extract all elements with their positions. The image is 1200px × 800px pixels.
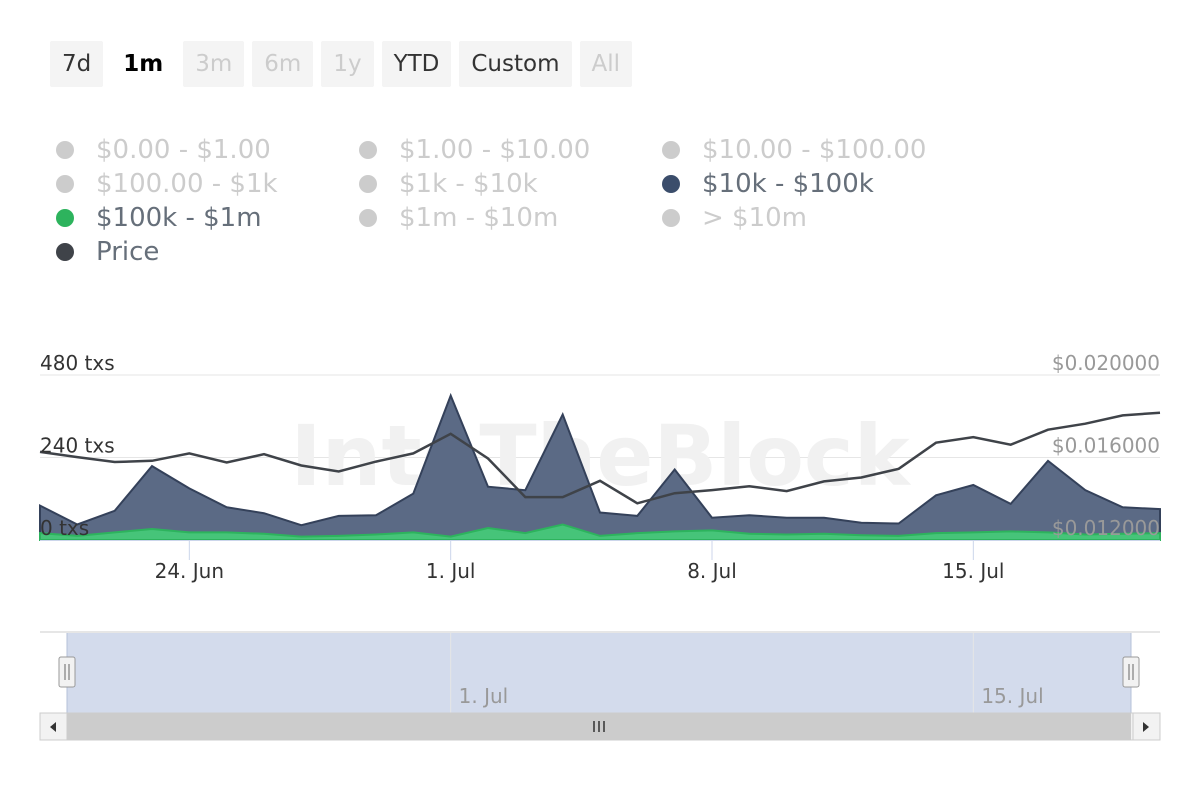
- legend-label: > $10m: [702, 203, 808, 233]
- navigator[interactable]: 1. Jul 15. Jul: [0, 620, 1200, 750]
- legend-label: $10.00 - $100.00: [702, 135, 927, 165]
- arrow-right-icon: [1143, 722, 1149, 732]
- legend-dot-icon: [662, 209, 680, 227]
- range-button-6m[interactable]: 6m: [252, 41, 314, 87]
- legend-dot-icon: [56, 243, 74, 261]
- range-button-1m[interactable]: 1m: [111, 41, 176, 87]
- legend-label: $0.00 - $1.00: [96, 135, 271, 165]
- legend-item[interactable]: Price: [52, 235, 159, 269]
- series-area-100k-1m[interactable]: [39, 523, 1161, 541]
- legend-item[interactable]: $10k - $100k: [658, 167, 874, 201]
- x-tick-label: 1. Jul: [426, 559, 476, 583]
- x-tick-label: 15. Jul: [942, 559, 1004, 583]
- legend-label: Price: [96, 237, 160, 267]
- y-right-tick-label: $0.012000: [1052, 516, 1160, 540]
- range-button-1y[interactable]: 1y: [321, 41, 374, 87]
- legend-dot-icon: [359, 141, 377, 159]
- legend-item[interactable]: $100.00 - $1k: [52, 167, 278, 201]
- legend-dot-icon: [56, 209, 74, 227]
- range-button-custom[interactable]: Custom: [459, 41, 572, 87]
- legend-item[interactable]: $10.00 - $100.00: [658, 133, 926, 167]
- legend-dot-icon: [662, 141, 680, 159]
- legend-item[interactable]: $1k - $10k: [355, 167, 538, 201]
- navigator-selected-range[interactable]: [67, 633, 1131, 713]
- legend-dot-icon: [359, 209, 377, 227]
- series-layer: [39, 392, 1161, 541]
- legend-label: $10k - $100k: [702, 169, 874, 199]
- legend-item[interactable]: $1.00 - $10.00: [355, 133, 590, 167]
- x-tick-label: 24. Jun: [155, 559, 224, 583]
- navigator-ticks: 1. Jul 15. Jul: [450, 633, 1044, 713]
- series-line-price[interactable]: [39, 411, 1161, 505]
- legend-label: $1k - $10k: [399, 169, 538, 199]
- range-button-3m[interactable]: 3m: [183, 41, 245, 87]
- legend-item[interactable]: $100k - $1m: [52, 201, 262, 235]
- y-right-tick-label: $0.020000: [1052, 351, 1160, 375]
- legend-dot-icon: [662, 175, 680, 193]
- legend-label: $1m - $10m: [399, 203, 559, 233]
- x-tick-label: 8. Jul: [687, 559, 737, 583]
- grip-lines-icon: [593, 721, 605, 732]
- legend-dot-icon: [56, 175, 74, 193]
- y-left-tick-label: 240 txs: [40, 434, 115, 458]
- legend-label: $100k - $1m: [96, 203, 262, 233]
- legend-label: $100.00 - $1k: [96, 169, 278, 199]
- legend-item[interactable]: > $10m: [658, 201, 807, 235]
- range-button-7d[interactable]: 7d: [50, 41, 104, 87]
- axis-layer: 0 txs 240 txs 480 txs $0.012000 $0.016000 $0.…: [40, 351, 1160, 583]
- y-left-tick-label: 0 txs: [40, 516, 89, 540]
- series-area-10k-100k[interactable]: [39, 392, 1161, 541]
- y-right-tick-label: $0.016000: [1052, 434, 1160, 458]
- navigator-handle-left[interactable]: [58, 656, 76, 688]
- range-button-all[interactable]: All: [579, 41, 633, 87]
- navigator-tick-label: 15. Jul: [981, 684, 1043, 708]
- legend-dot-icon: [359, 175, 377, 193]
- scrollbar-right-button[interactable]: [1132, 712, 1161, 741]
- navigator-tick-label: 1. Jul: [459, 684, 509, 708]
- range-button-ytd[interactable]: YTD: [381, 41, 452, 87]
- y-left-tick-label: 480 txs: [40, 351, 115, 375]
- watermark-text: IntoTheBlock: [290, 407, 911, 505]
- legend-item[interactable]: $0.00 - $1.00: [52, 133, 271, 167]
- navigator-handle-right[interactable]: [1122, 656, 1140, 688]
- legend-dot-icon: [56, 141, 74, 159]
- range-selector: 7d 1m 3m 6m 1y YTD Custom All: [50, 41, 640, 87]
- legend-label: $1.00 - $10.00: [399, 135, 591, 165]
- chart-area: IntoTheBlock 0 txs 240 txs 480 txs $0.01200…: [39, 351, 1161, 583]
- legend-item[interactable]: $1m - $10m: [355, 201, 558, 235]
- arrow-left-icon: [50, 722, 56, 732]
